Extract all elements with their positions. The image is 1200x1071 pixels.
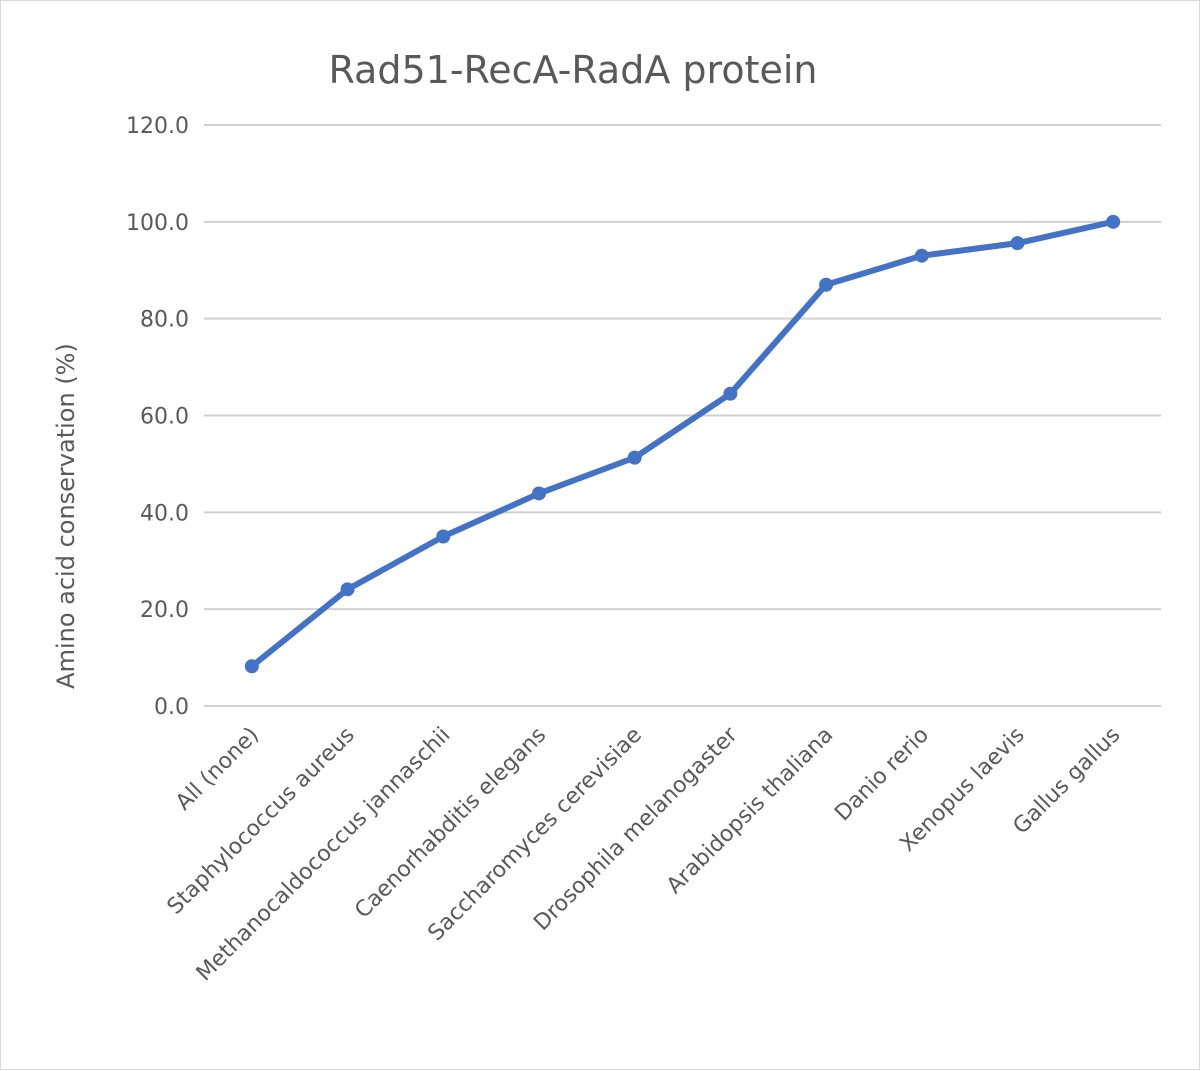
y-tick-label: 100.0 xyxy=(126,211,189,236)
x-axis-ticks: All (none)Staphylococcus aureusMethanoca… xyxy=(163,722,1126,986)
series-line xyxy=(248,218,1117,670)
y-tick-label: 0.0 xyxy=(154,695,189,720)
x-tick-label: Arabidopsis thaliana xyxy=(662,723,838,899)
data-point xyxy=(436,529,451,544)
data-point xyxy=(244,659,259,674)
series xyxy=(244,214,1121,674)
x-tick-label: Drosophila melanogaster xyxy=(529,722,743,936)
y-tick-label: 120.0 xyxy=(126,114,189,139)
y-axis-label: Amino acid conservation (%) xyxy=(52,343,80,689)
x-tick-label: All (none) xyxy=(171,723,264,816)
x-tick-label: Staphylococcus aureus xyxy=(163,723,360,920)
y-tick-label: 60.0 xyxy=(140,405,189,430)
chart-title: Rad51-RecA-RadA protein xyxy=(328,48,817,92)
y-tick-label: 20.0 xyxy=(140,598,189,623)
data-point xyxy=(1010,236,1025,251)
x-tick-label: Caenorhabditis elegans xyxy=(350,723,551,924)
data-point xyxy=(914,248,929,263)
data-point xyxy=(819,277,834,292)
data-point xyxy=(723,386,738,401)
gridlines xyxy=(204,124,1161,707)
y-axis-ticks: 0.0 20.0 40.0 60.0 80.0 100.0 120.0 xyxy=(126,114,189,720)
data-point xyxy=(340,582,355,597)
data-point xyxy=(531,486,546,501)
y-tick-label: 40.0 xyxy=(140,501,189,526)
data-point xyxy=(1106,214,1121,229)
x-tick-label: Danio rerio xyxy=(830,723,934,827)
y-tick-label: 80.0 xyxy=(140,308,189,333)
data-point xyxy=(627,450,642,465)
